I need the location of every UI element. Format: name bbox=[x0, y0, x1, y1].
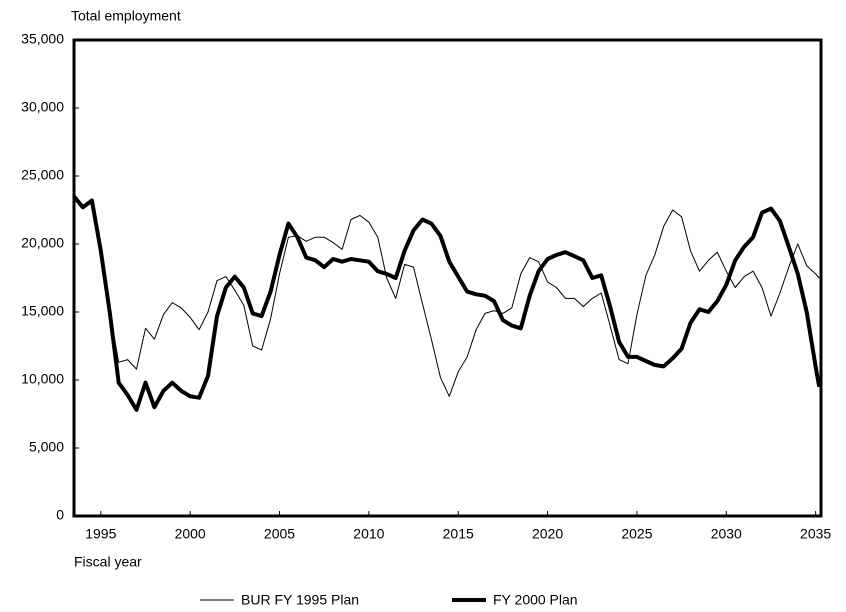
x-tick-label: 2010 bbox=[353, 526, 384, 542]
y-axis-label: Total employment bbox=[71, 8, 181, 24]
x-tick-label: 1995 bbox=[85, 526, 116, 542]
y-tick-label: 5,000 bbox=[29, 439, 64, 455]
series-line bbox=[73, 196, 820, 397]
plot-area bbox=[72, 195, 822, 412]
legend-label: BUR FY 1995 Plan bbox=[241, 592, 359, 608]
y-tick-label: 30,000 bbox=[21, 99, 64, 115]
x-tick-label: 2035 bbox=[800, 526, 831, 542]
y-tick-label: 25,000 bbox=[21, 167, 64, 183]
x-tick-label: 2015 bbox=[443, 526, 474, 542]
x-tick-label: 2005 bbox=[264, 526, 295, 542]
series-line bbox=[72, 195, 822, 412]
y-tick-label: 15,000 bbox=[21, 303, 64, 319]
x-tick-label: 2000 bbox=[175, 526, 206, 542]
x-tick-label: 2030 bbox=[711, 526, 742, 542]
x-tick-label: 2025 bbox=[621, 526, 652, 542]
legend: BUR FY 1995 Plan FY 2000 Plan bbox=[200, 592, 578, 608]
x-axis-label: Fiscal year bbox=[74, 554, 142, 570]
legend-label: FY 2000 Plan bbox=[493, 592, 578, 608]
y-tick-label: 35,000 bbox=[21, 31, 64, 47]
y-tick-label: 20,000 bbox=[21, 235, 64, 251]
plot-frame bbox=[72, 38, 823, 518]
x-tick-label: 2020 bbox=[532, 526, 563, 542]
y-tick-label: 0 bbox=[56, 507, 64, 523]
y-tick-label: 10,000 bbox=[21, 371, 64, 387]
